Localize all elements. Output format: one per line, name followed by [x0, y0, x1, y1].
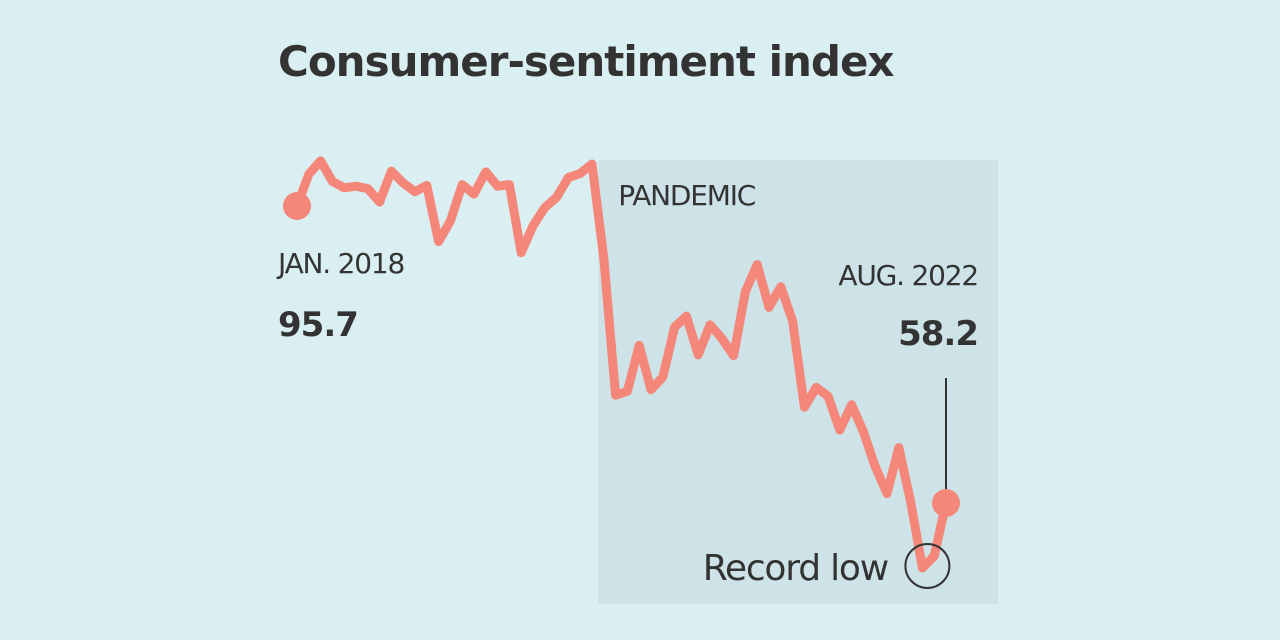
- start-value-label: 95.7: [278, 305, 358, 345]
- end-marker: [932, 489, 960, 517]
- start-date-label: JAN. 2018: [276, 247, 404, 280]
- chart-title: Consumer-sentiment index: [278, 37, 894, 86]
- end-value-label: 58.2: [898, 314, 978, 354]
- start-marker: [283, 192, 311, 220]
- end-date-label: AUG. 2022: [838, 259, 978, 292]
- series-line: [292, 156, 951, 573]
- record-low-label: Record low: [703, 548, 888, 589]
- pandemic-label: PANDEMIC: [618, 179, 755, 212]
- record-low-circle: [904, 542, 951, 589]
